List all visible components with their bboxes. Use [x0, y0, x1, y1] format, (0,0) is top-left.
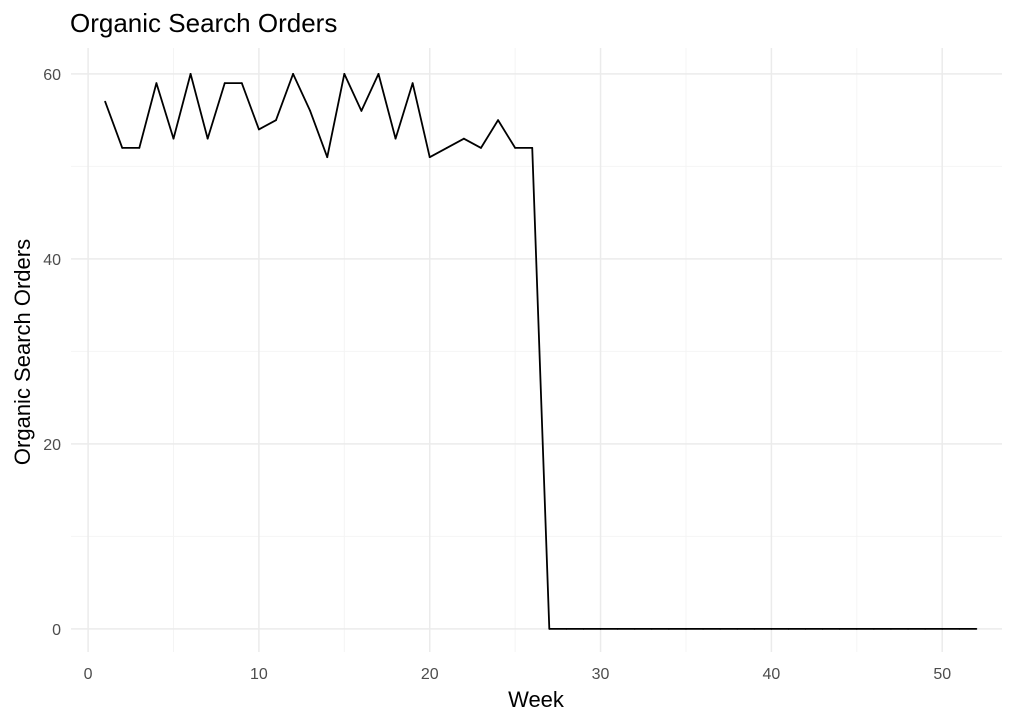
data-point — [941, 627, 944, 630]
data-point — [428, 156, 431, 159]
y-tick-label: 60 — [43, 67, 61, 84]
x-axis-tick-labels: 0 10 20 30 40 50 — [84, 666, 952, 683]
data-point — [821, 627, 824, 630]
data-point — [343, 72, 346, 75]
data-point — [958, 627, 961, 630]
data-point — [445, 146, 448, 149]
data-point — [206, 137, 209, 140]
x-tick-label: 0 — [84, 666, 93, 683]
data-point — [924, 627, 927, 630]
data-point — [667, 627, 670, 630]
data-point — [770, 627, 773, 630]
data-point — [138, 146, 141, 149]
data-point — [514, 146, 517, 149]
data-point — [172, 137, 175, 140]
data-point — [411, 82, 414, 85]
data-point — [702, 627, 704, 630]
x-tick-label: 40 — [762, 666, 780, 683]
x-tick-label: 10 — [250, 666, 268, 683]
data-point — [497, 119, 499, 122]
data-point — [275, 119, 277, 122]
data-point — [838, 627, 841, 630]
data-point — [890, 627, 892, 630]
data-point — [240, 82, 243, 85]
y-axis-tick-labels: 0 20 40 60 — [43, 67, 61, 639]
chart-title: Organic Search Orders — [70, 8, 337, 38]
data-point — [258, 128, 260, 131]
minor-gridlines — [71, 48, 1002, 652]
data-point — [616, 627, 619, 630]
x-tick-label: 50 — [933, 666, 951, 683]
series-layer — [104, 72, 978, 630]
data-point — [223, 82, 226, 85]
data-point — [907, 627, 909, 630]
data-point — [292, 72, 294, 75]
data-point — [462, 137, 465, 140]
x-tick-label: 20 — [421, 666, 439, 683]
data-point — [360, 109, 363, 112]
data-point — [582, 627, 585, 630]
data-point — [650, 627, 653, 630]
data-point — [377, 72, 380, 75]
y-axis-title: Organic Search Orders — [10, 239, 35, 465]
data-point — [104, 100, 107, 103]
data-point — [155, 82, 158, 85]
data-point — [599, 627, 602, 630]
y-tick-label: 20 — [43, 437, 61, 454]
data-point — [855, 627, 858, 630]
data-point — [719, 627, 722, 630]
data-point — [548, 627, 551, 630]
y-tick-label: 0 — [52, 622, 61, 639]
data-point — [565, 627, 568, 630]
data-point — [736, 627, 739, 630]
data-point — [309, 109, 312, 112]
y-tick-label: 40 — [43, 252, 61, 269]
data-point — [804, 627, 807, 630]
major-gridlines — [71, 48, 1002, 652]
x-axis-title: Week — [508, 687, 565, 712]
data-point — [480, 146, 482, 149]
data-point — [189, 72, 192, 75]
data-point — [394, 137, 397, 140]
data-point — [633, 627, 636, 630]
data-point — [685, 627, 687, 630]
data-point — [753, 627, 756, 630]
data-point — [975, 627, 978, 630]
series-line — [104, 73, 977, 630]
data-point — [872, 627, 875, 630]
data-point — [531, 146, 534, 149]
x-tick-label: 30 — [592, 666, 610, 683]
data-point — [121, 146, 124, 149]
data-point — [326, 156, 329, 159]
data-point — [787, 627, 790, 630]
